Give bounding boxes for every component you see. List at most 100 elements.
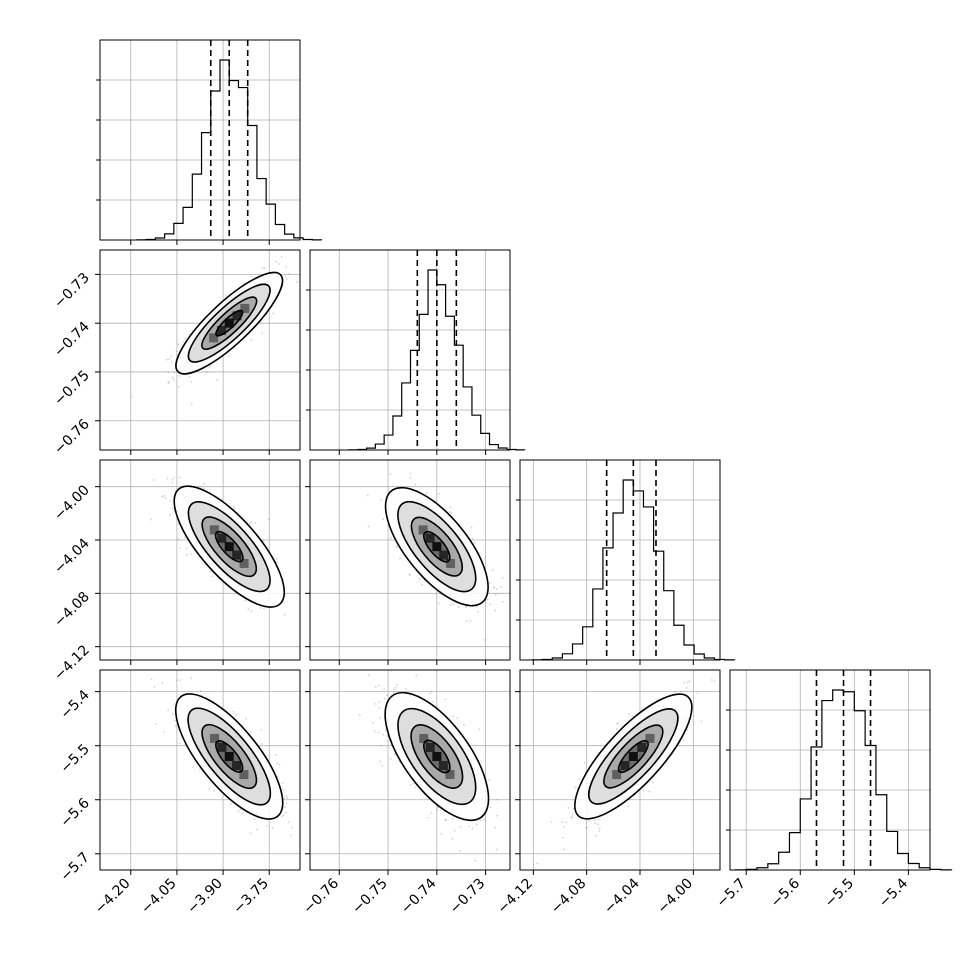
sample-point	[167, 709, 169, 712]
sample-point	[598, 830, 601, 832]
density-core	[419, 733, 455, 779]
sample-point	[248, 522, 251, 525]
sample-point	[627, 805, 629, 808]
sample-point	[285, 802, 288, 805]
sample-point	[278, 763, 281, 766]
sample-point	[170, 355, 173, 358]
sample-point	[217, 578, 220, 581]
x-tick-label: −0.75	[349, 876, 391, 918]
hist-frame	[519, 459, 721, 661]
density-panel	[358, 670, 499, 862]
sample-point	[200, 690, 202, 693]
sample-point	[648, 790, 651, 793]
sample-point	[496, 588, 498, 590]
sample-point	[285, 266, 288, 268]
sample-point	[483, 639, 486, 641]
sample-point	[150, 518, 153, 521]
sample-point	[286, 796, 289, 799]
sample-point	[502, 600, 504, 603]
sample-point	[390, 757, 392, 760]
sample-point	[631, 715, 634, 718]
density-panel	[366, 472, 504, 641]
sample-point	[235, 713, 238, 716]
sample-point	[686, 681, 689, 684]
sample-point	[259, 607, 262, 609]
sample-point	[452, 715, 455, 718]
sample-point	[688, 680, 691, 683]
sample-point	[475, 605, 478, 608]
sample-point	[171, 376, 174, 379]
sample-point	[250, 275, 252, 278]
sample-point	[276, 775, 279, 778]
sample-point	[473, 859, 476, 862]
density-panel	[150, 677, 318, 837]
sample-point	[263, 607, 265, 610]
density-cell	[418, 525, 428, 535]
sample-point	[233, 505, 235, 508]
sample-point	[450, 512, 453, 514]
sample-point	[163, 731, 166, 733]
sample-point	[168, 358, 171, 361]
density-cell	[217, 742, 227, 752]
sample-point	[536, 862, 539, 865]
sample-point	[584, 827, 587, 829]
sample-point	[374, 730, 376, 733]
sample-point	[284, 275, 287, 277]
sample-point	[456, 717, 459, 719]
y-tick-label: −5.4	[57, 687, 92, 722]
sample-point	[289, 834, 292, 837]
sample-point	[469, 619, 472, 622]
sample-point	[565, 821, 568, 824]
sample-point	[171, 507, 174, 510]
sample-point	[399, 557, 401, 560]
sample-point	[282, 789, 285, 791]
sample-point	[674, 690, 676, 693]
sample-point	[177, 385, 180, 388]
sample-point	[316, 792, 318, 794]
sample-point	[172, 476, 175, 479]
sample-point	[291, 826, 294, 829]
sample-point	[471, 827, 474, 830]
sample-point	[393, 688, 395, 691]
sample-point	[173, 371, 176, 374]
sample-point	[243, 282, 245, 284]
sample-point	[178, 742, 181, 745]
sample-point	[405, 687, 407, 690]
sample-point	[475, 823, 478, 826]
sample-point	[408, 573, 411, 576]
sample-point	[429, 692, 431, 695]
sample-point	[208, 366, 211, 369]
sample-point	[163, 494, 166, 497]
sample-point	[177, 538, 180, 540]
sample-point	[473, 541, 476, 544]
sample-point	[179, 679, 181, 682]
sample-point	[683, 682, 685, 684]
sample-point	[367, 674, 370, 676]
x-tick-label: −4.08	[548, 876, 590, 918]
sample-point	[628, 713, 631, 715]
sample-point	[438, 492, 440, 495]
sample-point	[488, 779, 491, 781]
sample-point	[374, 703, 377, 705]
sample-point	[445, 818, 447, 821]
sample-point	[172, 378, 175, 381]
sample-point	[241, 812, 243, 815]
sample-point	[301, 265, 303, 267]
density-cell	[645, 733, 655, 743]
sample-point	[492, 569, 494, 571]
sample-point	[713, 680, 716, 683]
sample-point	[276, 762, 279, 765]
sample-point	[389, 473, 392, 475]
density-cell	[232, 761, 242, 771]
sample-point	[170, 361, 173, 363]
sample-point	[459, 826, 462, 828]
sample-point	[277, 263, 280, 265]
density-cell	[628, 751, 638, 761]
sample-point	[261, 332, 264, 334]
hist-frame	[309, 249, 511, 451]
sample-point	[467, 825, 470, 828]
sample-point	[436, 806, 439, 809]
sample-point	[154, 723, 157, 726]
x-tick-label: −3.75	[230, 876, 272, 918]
x-tick-label: −3.90	[184, 876, 226, 918]
